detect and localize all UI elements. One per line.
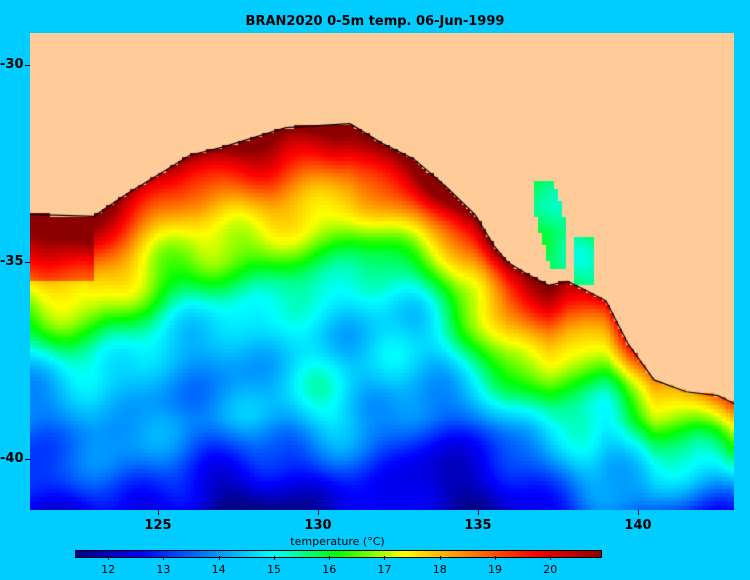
colorbar-tick-label: 18 xyxy=(432,563,447,576)
colorbar-tick-mark xyxy=(163,556,165,560)
colorbar-tick-mark xyxy=(495,556,496,560)
longitude-tick-mark xyxy=(158,510,159,515)
latitude-tick-mark xyxy=(25,261,30,263)
longitude-tick-label: 140 xyxy=(624,518,652,533)
longitude-tick-label: 125 xyxy=(144,518,172,533)
colorbar-tick-mark xyxy=(384,556,386,560)
colorbar-tick-label: 12 xyxy=(101,563,116,576)
map-title: BRAN2020 0-5m temp. 06-Jun-1999 xyxy=(245,14,505,29)
colorbar-tick-mark xyxy=(329,556,331,560)
colorbar-tick-mark xyxy=(273,556,275,560)
longitude-tick-mark xyxy=(478,510,479,515)
colorbar-tick-label: 20 xyxy=(543,563,558,576)
colorbar-tick-label: 13 xyxy=(156,563,171,576)
longitude-tick-mark xyxy=(318,510,319,515)
colorbar xyxy=(75,550,602,558)
colorbar-tick-label: 15 xyxy=(266,563,281,576)
colorbar-tick-label: 14 xyxy=(211,563,226,576)
colorbar-tick-mark xyxy=(108,556,110,560)
sst-map xyxy=(30,33,734,510)
colorbar-tick-label: 17 xyxy=(377,563,392,576)
longitude-tick-label: 135 xyxy=(464,518,492,533)
longitude-tick-mark xyxy=(638,510,639,515)
longitude-tick-label: 130 xyxy=(304,518,332,533)
latitude-tick-mark xyxy=(25,458,30,460)
latitude-tick-mark xyxy=(25,64,30,66)
colorbar-tick-mark xyxy=(218,556,220,560)
latitude-tick-label: -30 xyxy=(0,56,24,72)
colorbar-tick-mark xyxy=(550,556,552,560)
latitude-tick-label: -40 xyxy=(0,450,24,466)
latitude-tick-label: -35 xyxy=(0,253,24,269)
colorbar-tick-label: 16 xyxy=(322,563,337,576)
colorbar-tick-label: 19 xyxy=(488,563,502,576)
colorbar-label: temperature (°C) xyxy=(290,535,385,548)
colorbar-tick-mark xyxy=(439,556,441,560)
temperature-field xyxy=(30,33,734,510)
